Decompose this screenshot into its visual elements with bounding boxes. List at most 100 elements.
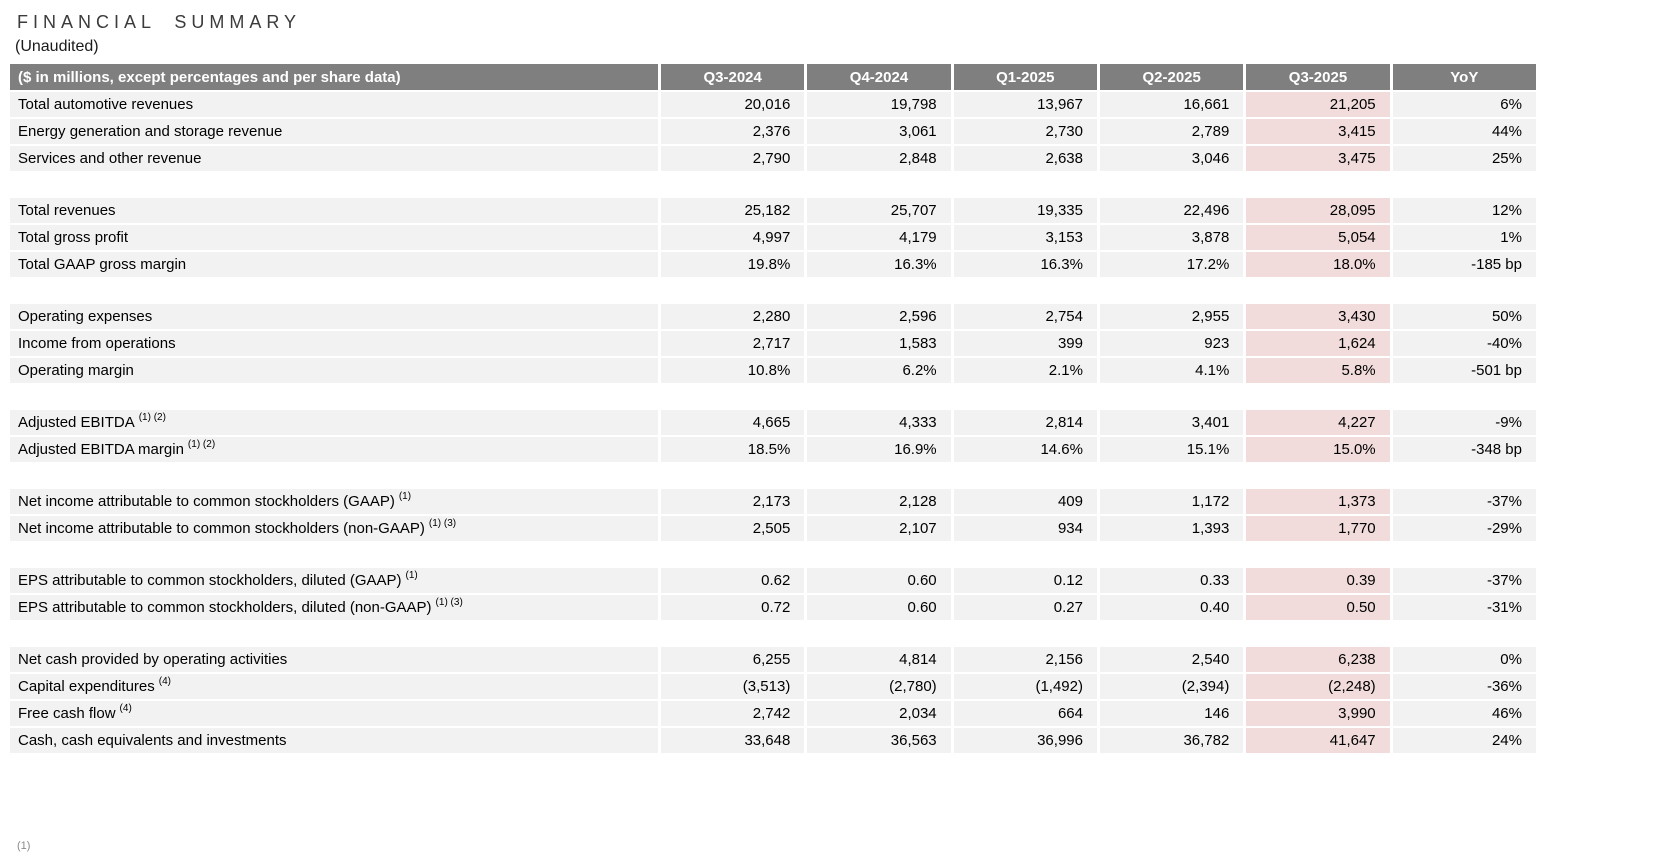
footnote-marker: (1) (2)	[138, 411, 166, 423]
value-cell: 1,172	[1099, 489, 1244, 514]
value-cell: 20,016	[661, 92, 805, 117]
row-label: EPS attributable to common stockholders,…	[10, 568, 658, 593]
value-cell: 16.3%	[953, 252, 1097, 277]
value-cell: 24%	[1392, 728, 1536, 753]
row-label-text: Operating expenses	[18, 308, 153, 325]
value-cell: (3,513)	[661, 674, 805, 699]
table-body: Total automotive revenues 20,016 19,798 13,…	[10, 92, 1536, 753]
value-cell: 1,393	[1099, 516, 1244, 541]
value-cell: 4,333	[807, 410, 951, 435]
value-cell: 13,967	[953, 92, 1097, 117]
column-header-yoy: YoY	[1392, 64, 1536, 90]
row-label-text: Total automotive revenues	[18, 96, 194, 113]
value-cell: 0.27	[953, 595, 1097, 620]
column-header-q1-2025: Q1-2025	[953, 64, 1097, 90]
table-row: Net income attributable to common stockh…	[10, 516, 1536, 541]
value-cell: 19,798	[807, 92, 951, 117]
value-cell: 0.60	[807, 568, 951, 593]
value-cell: 2,280	[661, 304, 805, 329]
row-label: Capital expenditures (4)	[10, 674, 658, 699]
value-cell: -40%	[1392, 331, 1536, 356]
value-cell: 2,638	[953, 146, 1097, 171]
value-cell: 21,205	[1246, 92, 1390, 117]
value-cell: 0.62	[661, 568, 805, 593]
table-row: Total automotive revenues 20,016 19,798 13,…	[10, 92, 1536, 117]
table-header-row: ($ in millions, except percentages and p…	[10, 64, 1536, 90]
value-cell: 3,990	[1246, 701, 1390, 726]
row-label-text: Adjusted EBITDA margin	[18, 441, 184, 458]
value-cell: 399	[953, 331, 1097, 356]
value-cell: 3,153	[953, 225, 1097, 250]
footnote-marker: (1) (3)	[428, 517, 457, 529]
value-cell: 4,179	[807, 225, 951, 250]
table-row: Income from operations 2,717 1,583 399 923 1,…	[10, 331, 1536, 356]
column-header-q4-2024: Q4-2024	[807, 64, 951, 90]
value-cell: 2,505	[661, 516, 805, 541]
row-label-text: EPS attributable to common stockholders,…	[18, 572, 402, 589]
table-row: Capital expenditures (4) (3,513) (2,780) (1,…	[10, 674, 1536, 699]
table-header-caption: ($ in millions, except percentages and p…	[10, 64, 658, 90]
value-cell: 6.2%	[807, 358, 951, 383]
table-row: Operating expenses 2,280 2,596 2,754 2,955 3,…	[10, 304, 1536, 329]
value-cell: 664	[953, 701, 1097, 726]
row-label-text: Net cash provided by operating activitie…	[18, 651, 288, 668]
footnote-marker: (1) (3)	[435, 596, 463, 608]
value-cell: 16.3%	[807, 252, 951, 277]
row-label: Total gross profit	[10, 225, 658, 250]
value-cell: 2,173	[661, 489, 805, 514]
row-label-text: Capital expenditures	[18, 678, 155, 695]
value-cell: 923	[1099, 331, 1244, 356]
value-cell: 1,624	[1246, 331, 1390, 356]
value-cell: 3,475	[1246, 146, 1390, 171]
column-header-q3-2024: Q3-2024	[661, 64, 805, 90]
value-cell: 16.9%	[807, 437, 951, 462]
table-row: Free cash flow (4) 2,742 2,034 664 146 3,990 46…	[10, 701, 1536, 726]
row-label: Operating margin	[10, 358, 658, 383]
value-cell: 16,661	[1099, 92, 1244, 117]
value-cell: 2,376	[661, 119, 805, 144]
value-cell: 25,707	[807, 198, 951, 223]
value-cell: 2,742	[661, 701, 805, 726]
value-cell: 25,182	[661, 198, 805, 223]
value-cell: 2,848	[807, 146, 951, 171]
row-label-text: Cash, cash equivalents and investments	[18, 732, 287, 749]
value-cell: 10.8%	[661, 358, 805, 383]
row-label: Adjusted EBITDA margin (1) (2)	[10, 437, 658, 462]
value-cell: 19.8%	[661, 252, 805, 277]
value-cell: -31%	[1392, 595, 1536, 620]
footnote-marker: (1) (2)	[187, 438, 216, 450]
row-label: EPS attributable to common stockholders,…	[10, 595, 658, 620]
value-cell: 2,789	[1099, 119, 1244, 144]
value-cell: 2,955	[1099, 304, 1244, 329]
value-cell: 44%	[1392, 119, 1536, 144]
table-row: Services and other revenue 2,790 2,848 2,63…	[10, 146, 1536, 171]
value-cell: 6,255	[661, 647, 805, 672]
row-label-text: Adjusted EBITDA	[18, 414, 135, 431]
row-label-text: Operating margin	[18, 362, 134, 379]
row-group: Net income attributable to common stockh…	[10, 489, 1536, 541]
value-cell: 0.39	[1246, 568, 1390, 593]
value-cell: 50%	[1392, 304, 1536, 329]
value-cell: 4,227	[1246, 410, 1390, 435]
financial-summary-table: ($ in millions, except percentages and p…	[10, 64, 1536, 755]
value-cell: 33,648	[661, 728, 805, 753]
value-cell: 4,997	[661, 225, 805, 250]
value-cell: -36%	[1392, 674, 1536, 699]
value-cell: 3,401	[1099, 410, 1244, 435]
row-label: Adjusted EBITDA (1) (2)	[10, 410, 658, 435]
table-row: Adjusted EBITDA (1) (2) 4,665 4,333 2,814 3,4…	[10, 410, 1536, 435]
value-cell: 1,770	[1246, 516, 1390, 541]
value-cell: 2,156	[953, 647, 1097, 672]
row-label-text: EPS attributable to common stockholders,…	[18, 599, 432, 616]
value-cell: 146	[1099, 701, 1244, 726]
row-label-text: Total GAAP gross margin	[18, 256, 187, 273]
value-cell: -501 bp	[1392, 358, 1536, 383]
value-cell: 2,754	[953, 304, 1097, 329]
value-cell: -37%	[1392, 568, 1536, 593]
row-group: Net cash provided by operating activitie…	[10, 647, 1536, 753]
row-label-text: Services and other revenue	[18, 150, 202, 167]
value-cell: 2,107	[807, 516, 951, 541]
footnote-marker: (1)	[398, 490, 412, 502]
row-label-text: Total gross profit	[18, 229, 129, 246]
value-cell: 1,583	[807, 331, 951, 356]
